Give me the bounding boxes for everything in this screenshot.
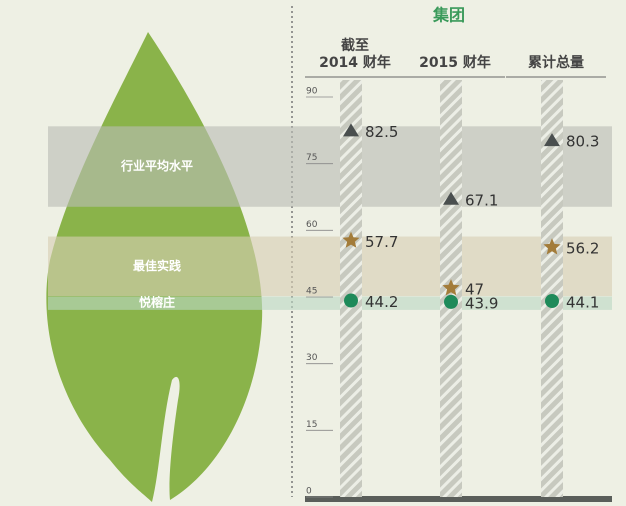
marker <box>443 191 459 205</box>
band <box>48 126 612 207</box>
value-label: 80.3 <box>566 133 599 151</box>
y-tick-label: 30 <box>306 353 318 363</box>
marker <box>442 279 460 296</box>
value-label: 43.9 <box>465 294 498 312</box>
y-tick-label: 60 <box>306 220 318 230</box>
marker <box>444 294 458 309</box>
column <box>340 80 362 497</box>
column <box>541 80 563 497</box>
y-tick-label: 15 <box>306 420 317 430</box>
band <box>48 296 612 310</box>
legend-label: 悦榕庄 <box>139 295 175 310</box>
value-label: 57.7 <box>365 233 398 251</box>
x-tick-label: 累计总量 <box>528 55 584 71</box>
band <box>48 236 612 297</box>
baseline <box>305 496 612 502</box>
bands <box>48 126 612 310</box>
y-tick-label: 45 <box>306 287 317 297</box>
marker <box>544 133 560 147</box>
y-tick-label: 90 <box>306 87 318 97</box>
marker <box>543 238 561 255</box>
legend-label: 最佳实践 <box>133 258 181 273</box>
chart-title: 集团 <box>432 6 465 25</box>
marker <box>545 294 559 308</box>
marker <box>344 293 358 308</box>
legend-label: 行业平均水平 <box>120 158 193 173</box>
value-label: 44.2 <box>365 293 398 311</box>
marker <box>343 123 359 137</box>
marker <box>342 231 360 248</box>
y-tick-label: 75 <box>306 153 317 163</box>
x-tick-label: 截至 2014 财年 <box>319 38 391 71</box>
x-tick-label: 2015 财年 <box>419 55 491 71</box>
value-label: 44.1 <box>566 294 599 312</box>
value-label: 47 <box>465 281 484 299</box>
value-label: 82.5 <box>365 123 398 141</box>
value-label: 56.2 <box>566 240 599 258</box>
value-label: 67.1 <box>465 191 498 209</box>
y-tick-label: 0 <box>306 487 312 497</box>
